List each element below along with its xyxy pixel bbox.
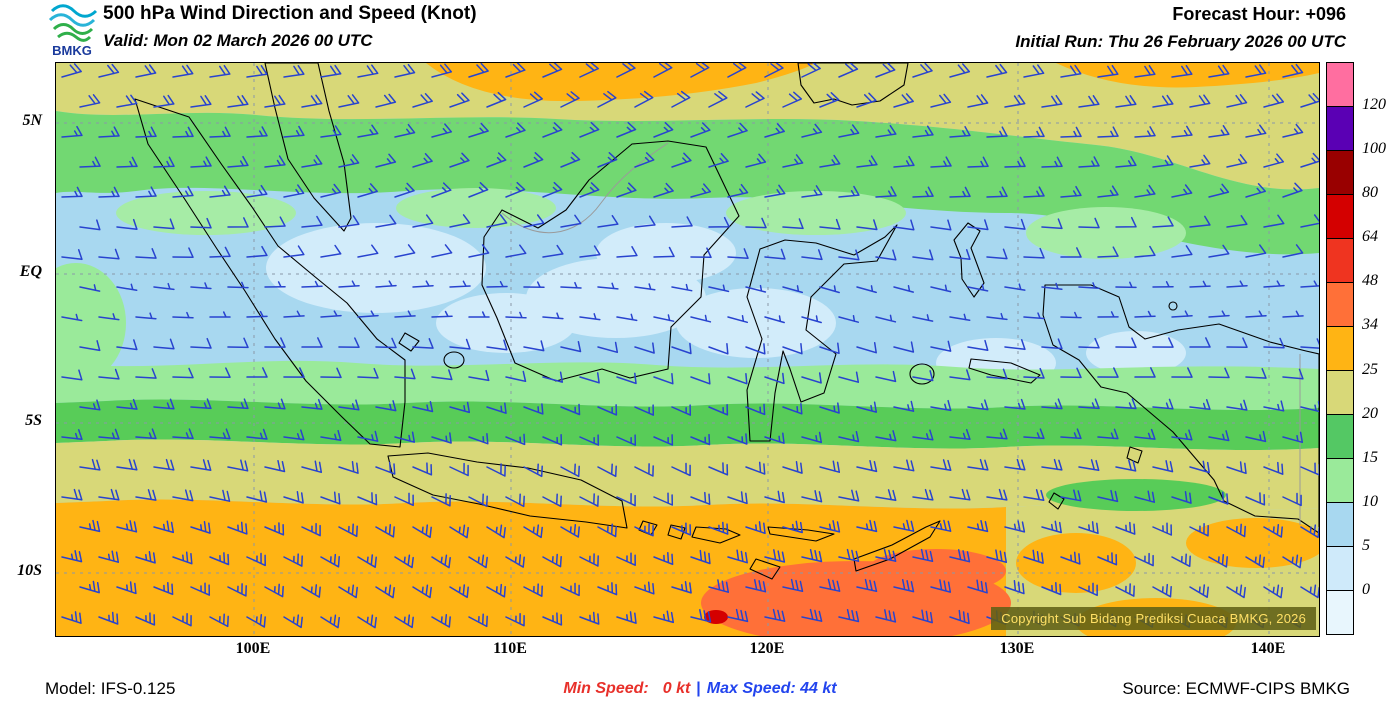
colorbar-label: 15 bbox=[1362, 448, 1378, 466]
wind-barbs bbox=[61, 63, 1319, 629]
speed-summary: Min Speed: 0 kt | Max Speed: 44 kt bbox=[0, 680, 1400, 698]
speed-separator: | bbox=[696, 680, 701, 697]
colorbar-label: 80 bbox=[1362, 184, 1378, 202]
bmkg-logo: BMKG bbox=[48, 4, 98, 58]
min-speed-value: 0 kt bbox=[662, 680, 691, 697]
speed-colorbar-labels: 120 100 80 64 48 34 25 20 15 10 5 0 bbox=[1362, 62, 1400, 635]
page-title: 500 hPa Wind Direction and Speed (Knot) bbox=[103, 3, 477, 24]
colorbar-label: 34 bbox=[1362, 316, 1378, 334]
copyright-overlay: Copyright Sub Bidang Prediksi Cuaca BMKG… bbox=[991, 607, 1316, 630]
colorbar-cell bbox=[1327, 194, 1353, 238]
colorbar-cell bbox=[1327, 414, 1353, 458]
lon-label: 120E bbox=[749, 640, 785, 657]
colorbar-cell bbox=[1327, 326, 1353, 370]
max-speed-value: 44 kt bbox=[800, 680, 837, 697]
speed-shading bbox=[56, 63, 1319, 636]
model-label: Model: IFS-0.125 bbox=[45, 679, 176, 698]
colorbar-cell bbox=[1327, 150, 1353, 194]
lat-label: 5N bbox=[22, 112, 42, 129]
min-speed-label: Min Speed: bbox=[563, 680, 649, 697]
lon-label: 110E bbox=[493, 640, 527, 657]
longitude-axis: 100E 110E 120E 130E 140E bbox=[55, 640, 1318, 660]
colorbar-label: 120 bbox=[1362, 96, 1386, 114]
colorbar-label: 10 bbox=[1362, 492, 1378, 510]
colorbar-label: 20 bbox=[1362, 404, 1378, 422]
lat-label: 10S bbox=[17, 562, 42, 579]
colorbar-cell bbox=[1327, 502, 1353, 546]
lon-label: 140E bbox=[1250, 640, 1286, 657]
lat-label: EQ bbox=[19, 263, 42, 280]
speed-colorbar bbox=[1326, 62, 1354, 635]
graticule bbox=[56, 63, 1319, 636]
colorbar-cell bbox=[1327, 458, 1353, 502]
colorbar-label: 64 bbox=[1362, 228, 1378, 246]
wind-map: Copyright Sub Bidang Prediksi Cuaca BMKG… bbox=[55, 62, 1320, 637]
colorbar-label: 25 bbox=[1362, 360, 1378, 378]
wind-map-canvas bbox=[56, 63, 1319, 636]
initial-run-label: Initial Run: Thu 26 February 2026 00 UTC bbox=[1015, 32, 1346, 51]
latitude-axis: 5N EQ 5S 10S bbox=[0, 62, 48, 635]
colorbar-cell bbox=[1327, 106, 1353, 150]
colorbar-cell bbox=[1327, 63, 1353, 106]
colorbar-label: 48 bbox=[1362, 272, 1378, 290]
valid-time-label: Valid: Mon 02 March 2026 00 UTC bbox=[103, 31, 373, 50]
colorbar-cell bbox=[1327, 590, 1353, 634]
lat-label: 5S bbox=[25, 412, 42, 429]
source-label: Source: ECMWF-CIPS BMKG bbox=[1122, 679, 1350, 698]
colorbar-cell bbox=[1327, 370, 1353, 414]
lon-label: 130E bbox=[999, 640, 1035, 657]
admin-borders bbox=[501, 142, 1301, 525]
colorbar-label: 100 bbox=[1362, 140, 1386, 158]
colorbar-cell bbox=[1327, 282, 1353, 326]
lon-label: 100E bbox=[235, 640, 271, 657]
colorbar-cell bbox=[1327, 238, 1353, 282]
bmkg-logo-text: BMKG bbox=[52, 43, 92, 58]
colorbar-label: 5 bbox=[1362, 536, 1370, 554]
forecast-hour-label: Forecast Hour: +096 bbox=[1172, 4, 1346, 24]
colorbar-cell bbox=[1327, 546, 1353, 590]
max-speed-label: Max Speed: bbox=[706, 680, 796, 697]
colorbar-label: 0 bbox=[1362, 580, 1370, 598]
